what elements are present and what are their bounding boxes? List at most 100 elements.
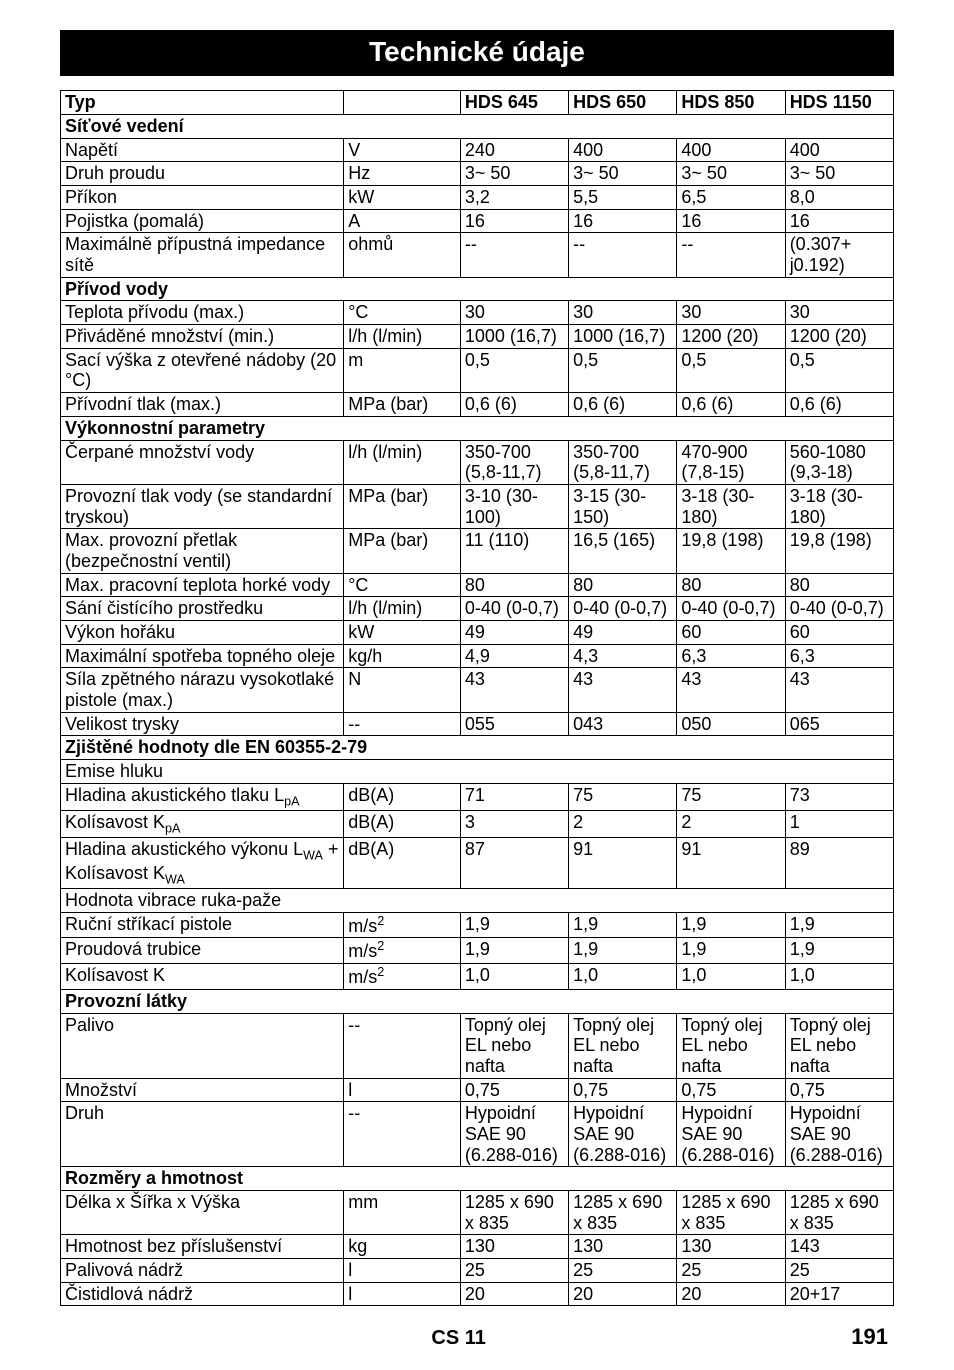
row-unit: kg: [344, 1235, 461, 1259]
row-value: Hypoidní SAE 90 (6.288-016): [460, 1102, 568, 1167]
row-value: 1,9: [677, 912, 785, 938]
row-value: 87: [460, 837, 568, 888]
row-value: Topný olej EL nebo nafta: [677, 1013, 785, 1078]
row-label: Pojistka (pomalá): [61, 209, 344, 233]
row-value: 43: [460, 668, 568, 712]
row-value: 80: [677, 573, 785, 597]
row-value: 1000 (16,7): [460, 325, 568, 349]
row-value: 5,5: [569, 185, 677, 209]
row-value: 1,9: [460, 938, 568, 964]
row-label: Maximálně přípustná impedance sítě: [61, 233, 344, 277]
row-label: Hodnota vibrace ruka-paže: [61, 889, 894, 913]
col-header-3: HDS 850: [677, 91, 785, 115]
row-value: 30: [460, 301, 568, 325]
row-label: Kolísavost K: [61, 964, 344, 990]
section-header: Rozměry a hmotnost: [61, 1167, 894, 1191]
col-header-1: HDS 645: [460, 91, 568, 115]
row-unit: °C: [344, 301, 461, 325]
row-value: 350-700 (5,8-11,7): [460, 440, 568, 484]
row-value: --: [677, 233, 785, 277]
footer-page-number: 191: [851, 1324, 888, 1349]
row-label: Přiváděné množství (min.): [61, 325, 344, 349]
row-value: 25: [785, 1259, 893, 1283]
row-label: Ruční stříkací pistole: [61, 912, 344, 938]
row-label: Výkon hořáku: [61, 621, 344, 645]
row-value: 3~ 50: [677, 162, 785, 186]
row-value: 1,9: [677, 938, 785, 964]
row-value: 19,8 (198): [677, 529, 785, 573]
row-unit: Hz: [344, 162, 461, 186]
row-value: 49: [460, 621, 568, 645]
row-unit: dB(A): [344, 783, 461, 810]
row-label: Velikost trysky: [61, 712, 344, 736]
row-value: 3-18 (30-180): [785, 484, 893, 528]
row-value: 73: [785, 783, 893, 810]
row-label: Přívodní tlak (max.): [61, 393, 344, 417]
row-label: Kolísavost KpA: [61, 810, 344, 837]
section-header: Provozní látky: [61, 989, 894, 1013]
row-value: 3~ 50: [569, 162, 677, 186]
row-value: 1285 x 690 x 835: [460, 1191, 568, 1235]
row-value: 3,2: [460, 185, 568, 209]
row-value: 20: [569, 1282, 677, 1306]
row-label: Hladina akustického tlaku LpA: [61, 783, 344, 810]
row-value: 75: [677, 783, 785, 810]
row-unit: kg/h: [344, 644, 461, 668]
row-value: 1,9: [785, 912, 893, 938]
row-value: 16: [569, 209, 677, 233]
row-value: 0,6 (6): [677, 393, 785, 417]
row-value: 43: [677, 668, 785, 712]
row-value: 0,75: [677, 1078, 785, 1102]
row-label: Max. provozní přetlak (bezpečnostní vent…: [61, 529, 344, 573]
row-value: 71: [460, 783, 568, 810]
row-label: Síla zpětného nárazu vysokotlaké pistole…: [61, 668, 344, 712]
row-value: 3-18 (30-180): [677, 484, 785, 528]
row-unit: MPa (bar): [344, 393, 461, 417]
row-value: --: [460, 233, 568, 277]
row-value: 0,5: [569, 348, 677, 392]
row-value: 0-40 (0-0,7): [677, 597, 785, 621]
row-value: --: [569, 233, 677, 277]
row-value: (0.307+ j0.192): [785, 233, 893, 277]
row-value: 49: [569, 621, 677, 645]
row-value: 16,5 (165): [569, 529, 677, 573]
row-value: 20: [677, 1282, 785, 1306]
row-value: 4,3: [569, 644, 677, 668]
row-value: 240: [460, 138, 568, 162]
row-value: 16: [460, 209, 568, 233]
row-value: Hypoidní SAE 90 (6.288-016): [569, 1102, 677, 1167]
row-label: Druh proudu: [61, 162, 344, 186]
row-unit: MPa (bar): [344, 529, 461, 573]
row-value: 1,9: [460, 912, 568, 938]
row-unit: --: [344, 712, 461, 736]
row-value: 30: [677, 301, 785, 325]
row-value: 0,5: [677, 348, 785, 392]
row-value: 400: [785, 138, 893, 162]
row-label: Sací výška z otevřené nádoby (20 °C): [61, 348, 344, 392]
row-value: 3~ 50: [785, 162, 893, 186]
row-value: 1285 x 690 x 835: [677, 1191, 785, 1235]
row-value: 91: [677, 837, 785, 888]
row-value: 055: [460, 712, 568, 736]
row-value: 0,6 (6): [785, 393, 893, 417]
col-header-2: HDS 650: [569, 91, 677, 115]
row-value: 6,3: [677, 644, 785, 668]
row-value: 16: [677, 209, 785, 233]
row-value: 8,0: [785, 185, 893, 209]
row-label: Příkon: [61, 185, 344, 209]
row-value: 3-10 (30-100): [460, 484, 568, 528]
row-label: Délka x Šířka x Výška: [61, 1191, 344, 1235]
row-value: 1,0: [677, 964, 785, 990]
row-value: 19,8 (198): [785, 529, 893, 573]
row-value: 050: [677, 712, 785, 736]
section-header: Výkonnostní parametry: [61, 416, 894, 440]
row-value: 25: [569, 1259, 677, 1283]
row-value: 0,5: [785, 348, 893, 392]
row-value: 1,9: [569, 912, 677, 938]
row-label: Množství: [61, 1078, 344, 1102]
row-value: 20+17: [785, 1282, 893, 1306]
row-value: 11 (110): [460, 529, 568, 573]
row-label: Max. pracovní teplota horké vody: [61, 573, 344, 597]
page-footer: CS 11 191: [60, 1324, 894, 1350]
row-value: 1200 (20): [785, 325, 893, 349]
